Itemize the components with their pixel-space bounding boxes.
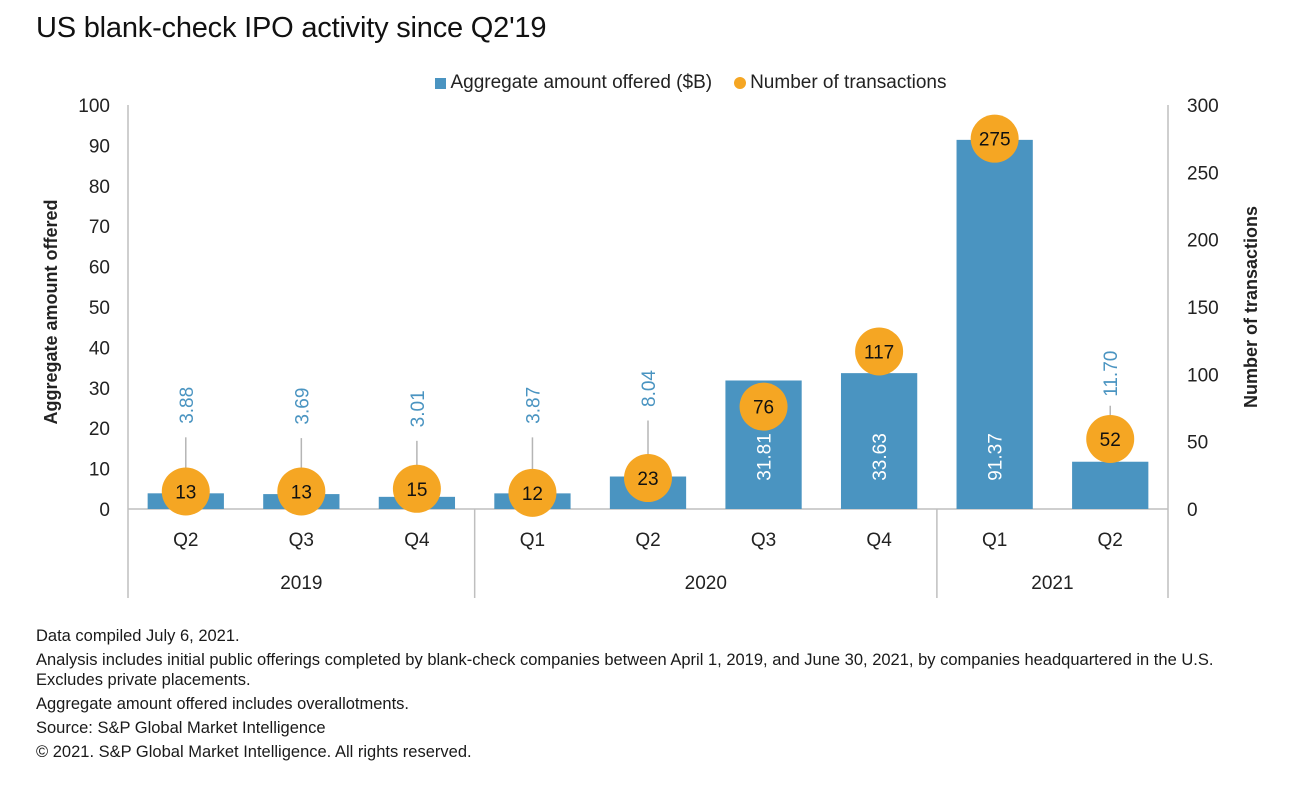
y-tick-label: 50 [89,298,110,319]
bar-amount [1072,461,1149,509]
transaction-dot [624,454,672,503]
y-tick-label: 80 [89,177,110,198]
x-group-label: 2020 [685,573,727,594]
transaction-value-label: 13 [175,482,196,503]
legend-item-amount: Aggregate amount offered ($B) [435,72,712,94]
y-axis-title: Aggregate amount offered [41,199,61,424]
y2-tick-label: 200 [1187,231,1219,252]
x-tick-label: Q2 [173,530,198,551]
note-compiled: Data compiled July 6, 2021. [36,627,240,645]
transaction-dot [970,114,1019,163]
bar-value-label: 33.63 [870,433,891,481]
y-tick-label: 20 [89,419,110,440]
note-overallotments: Aggregate amount offered includes overal… [36,695,410,713]
y-tick-label: 10 [89,460,110,481]
legend-label-amount: Aggregate amount offered ($B) [450,72,713,93]
y-tick-label: 30 [89,379,110,400]
chart-notes: Data compiled July 6, 2021. Analysis inc… [36,626,1216,766]
legend-dot-swatch-icon [734,77,747,89]
bar-value-label: 3.01 [408,390,429,427]
y-tick-label: 100 [78,96,110,117]
note-copyright: © 2021. S&P Global Market Intelligence. … [36,743,472,761]
transaction-value-label: 117 [864,342,894,363]
transaction-dot [277,467,326,516]
legend-bar-swatch-icon [435,77,447,89]
transaction-dot [161,467,210,516]
bar-value-label: 11.70 [1101,351,1122,397]
bar-value-label: 91.37 [986,433,1007,481]
chart-legend: Aggregate amount offered ($B) Number of … [0,72,1302,94]
bar-value-label: 3.69 [292,388,313,425]
x-tick-label: Q2 [635,530,660,551]
bar-value-label: 31.81 [755,433,776,481]
x-tick-label: Q1 [982,530,1007,551]
transaction-value-label: 275 [979,130,1011,151]
y-tick-label: 60 [89,258,110,279]
bar-amount [956,139,1033,509]
chart-plot: 0 10 20 30 40 50 60 70 80 90 100 0 50 100 150 200 250 300… [41,96,1261,598]
transaction-value-label: 15 [406,480,427,501]
transaction-value-label: 76 [753,398,774,419]
y2-tick-label: 100 [1187,365,1219,386]
bar-value-label: 3.88 [177,387,198,424]
x-tick-label: Q4 [866,530,892,551]
transaction-dot [1086,414,1135,463]
transaction-dot [855,327,904,376]
transaction-value-label: 12 [522,484,543,505]
legend-item-transactions: Number of transactions [734,72,947,94]
y2-tick-label: 150 [1187,298,1219,319]
y-tick-label: 0 [99,500,110,521]
transaction-value-label: 23 [637,469,658,490]
x-tick-label: Q3 [289,530,314,551]
x-group-label: 2021 [1031,573,1073,594]
bar-amount [840,373,918,509]
transaction-dot [392,464,441,513]
x-group-label: 2019 [280,573,322,594]
y-tick-label: 70 [89,217,110,238]
y-tick-label: 40 [89,338,110,359]
transaction-dot [739,382,788,431]
transaction-dot [508,468,557,517]
bar-value-label: 8.04 [639,370,660,407]
x-tick-label: Q3 [751,530,776,551]
note-source: Source: S&P Global Market Intelligence [36,719,326,737]
x-tick-label: Q4 [404,530,430,551]
x-tick-label: Q2 [1098,530,1123,551]
y2-tick-label: 50 [1187,433,1208,454]
note-analysis: Analysis includes initial public offerin… [36,651,1214,689]
x-tick-label: Q1 [520,530,545,551]
transaction-value-label: 52 [1100,430,1121,451]
chart-title: US blank-check IPO activity since Q2'19 [36,12,547,44]
transaction-value-label: 13 [291,482,312,503]
bar-value-label: 3.87 [523,387,544,424]
y2-tick-label: 300 [1187,96,1219,117]
y2-axis-title: Number of transactions [1241,206,1261,408]
legend-label-transactions: Number of transactions [750,72,947,93]
y-tick-label: 90 [89,136,110,157]
y2-tick-label: 250 [1187,163,1219,184]
y2-tick-label: 0 [1187,500,1198,521]
